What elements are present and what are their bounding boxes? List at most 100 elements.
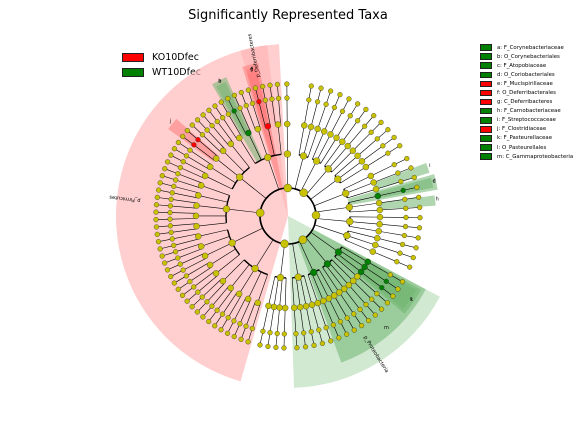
taxon-node	[177, 165, 183, 171]
taxon-node	[153, 202, 160, 208]
taxa-legend-entry: g: C_Deferribacteres	[480, 98, 573, 107]
taxon-node	[394, 259, 400, 265]
taxon-node	[345, 203, 353, 211]
taxon-node	[274, 81, 280, 88]
tree-branch	[239, 137, 256, 164]
taxon-node	[191, 142, 197, 148]
taxon-node	[164, 267, 171, 273]
tree-branch	[175, 179, 201, 189]
taxon-node	[225, 95, 231, 102]
tree-branch	[201, 185, 230, 196]
tree-branch	[173, 238, 199, 246]
taxon-node	[207, 163, 214, 171]
taxon-node	[283, 183, 292, 193]
tree-branch	[198, 195, 228, 203]
chart-title: Significantly Represented Taxa	[188, 8, 388, 23]
tree-branch	[198, 229, 228, 237]
tree-branch	[206, 129, 226, 150]
tree-branch	[211, 125, 230, 146]
taxa-legend-label: i: F_Streptococcaceae	[497, 117, 556, 124]
tree-branch	[328, 262, 350, 286]
tree-branch	[300, 160, 317, 192]
taxon-node	[222, 205, 230, 213]
taxon-node	[219, 277, 227, 285]
taxon-node	[403, 214, 409, 221]
taxon-node	[254, 299, 261, 307]
taxon-node	[168, 152, 174, 158]
taxa-legend-label: h: F_Carnobacteriaceae	[497, 108, 561, 115]
taxon-node	[270, 303, 278, 311]
tree-branch	[349, 225, 379, 232]
taxon-node	[256, 99, 262, 105]
taxon-node	[383, 278, 389, 284]
taxon-node	[417, 204, 423, 211]
taxon-node	[262, 97, 268, 103]
tree-branch	[284, 277, 287, 308]
tree-branch	[365, 152, 389, 168]
tree-branch	[206, 282, 226, 302]
tree-branch	[215, 254, 240, 274]
taxa-legend-entry: m: C_Gammaproteobacteria	[480, 152, 573, 161]
tree-branch	[205, 175, 233, 190]
taxon-node	[267, 330, 273, 336]
taxon-node	[212, 323, 218, 329]
tree-branch	[262, 305, 269, 332]
tree-branch	[186, 262, 209, 277]
taxon-node	[199, 132, 206, 138]
tree-branch	[280, 243, 285, 278]
taxa-legend-label: j: F_Clostridiaceae	[497, 126, 547, 133]
taxon-node	[344, 331, 350, 337]
taxon-node	[157, 180, 163, 186]
tree-branch	[310, 101, 318, 128]
tree-branch	[346, 235, 376, 246]
tree-branch	[276, 307, 280, 334]
taxon-node	[167, 223, 174, 229]
taxon-node	[364, 258, 371, 266]
tree-branch	[310, 178, 339, 200]
tree-branch	[291, 277, 295, 308]
clade-label: i	[429, 163, 430, 169]
taxon-node	[273, 344, 279, 351]
tree-branch	[303, 99, 310, 126]
taxon-node	[171, 242, 177, 249]
tree-branch	[273, 277, 279, 307]
taxon-node	[302, 344, 309, 350]
taxon-node	[227, 284, 234, 292]
tree-branch	[313, 193, 346, 207]
taxon-node	[372, 312, 378, 318]
taxon-node	[155, 187, 162, 193]
taxon-node	[213, 155, 220, 162]
taxon-node	[276, 304, 283, 311]
taxon-node	[310, 268, 318, 277]
taxon-node	[342, 189, 350, 198]
taxon-node	[245, 87, 251, 93]
taxon-node	[243, 103, 249, 109]
tree-branch	[202, 279, 222, 298]
tree-branch	[228, 114, 242, 137]
tree-branch	[269, 306, 275, 333]
taxon-node	[162, 166, 168, 172]
tree-branch	[317, 302, 327, 328]
tree-branch	[211, 286, 229, 307]
taxon-node	[294, 345, 300, 351]
taxon-node	[281, 304, 289, 312]
taxon-node	[227, 140, 235, 148]
taxon-node	[291, 304, 298, 311]
taxon-node	[204, 127, 210, 133]
taxon-node	[387, 272, 393, 278]
tree-branch	[170, 218, 197, 220]
tree-branch	[310, 232, 339, 253]
taxon-node	[175, 171, 181, 177]
tree-branch	[342, 120, 358, 142]
tree-branch	[186, 155, 210, 170]
taxon-node	[330, 292, 338, 299]
taxon-node	[238, 336, 244, 342]
taxon-node	[267, 82, 273, 88]
taxon-node	[252, 85, 259, 91]
tree-branch	[257, 128, 268, 158]
taxon-node	[219, 147, 227, 154]
taxon-node	[370, 179, 377, 186]
tree-branch	[349, 221, 380, 225]
taxon-node	[403, 205, 409, 211]
taxon-node	[162, 260, 168, 266]
